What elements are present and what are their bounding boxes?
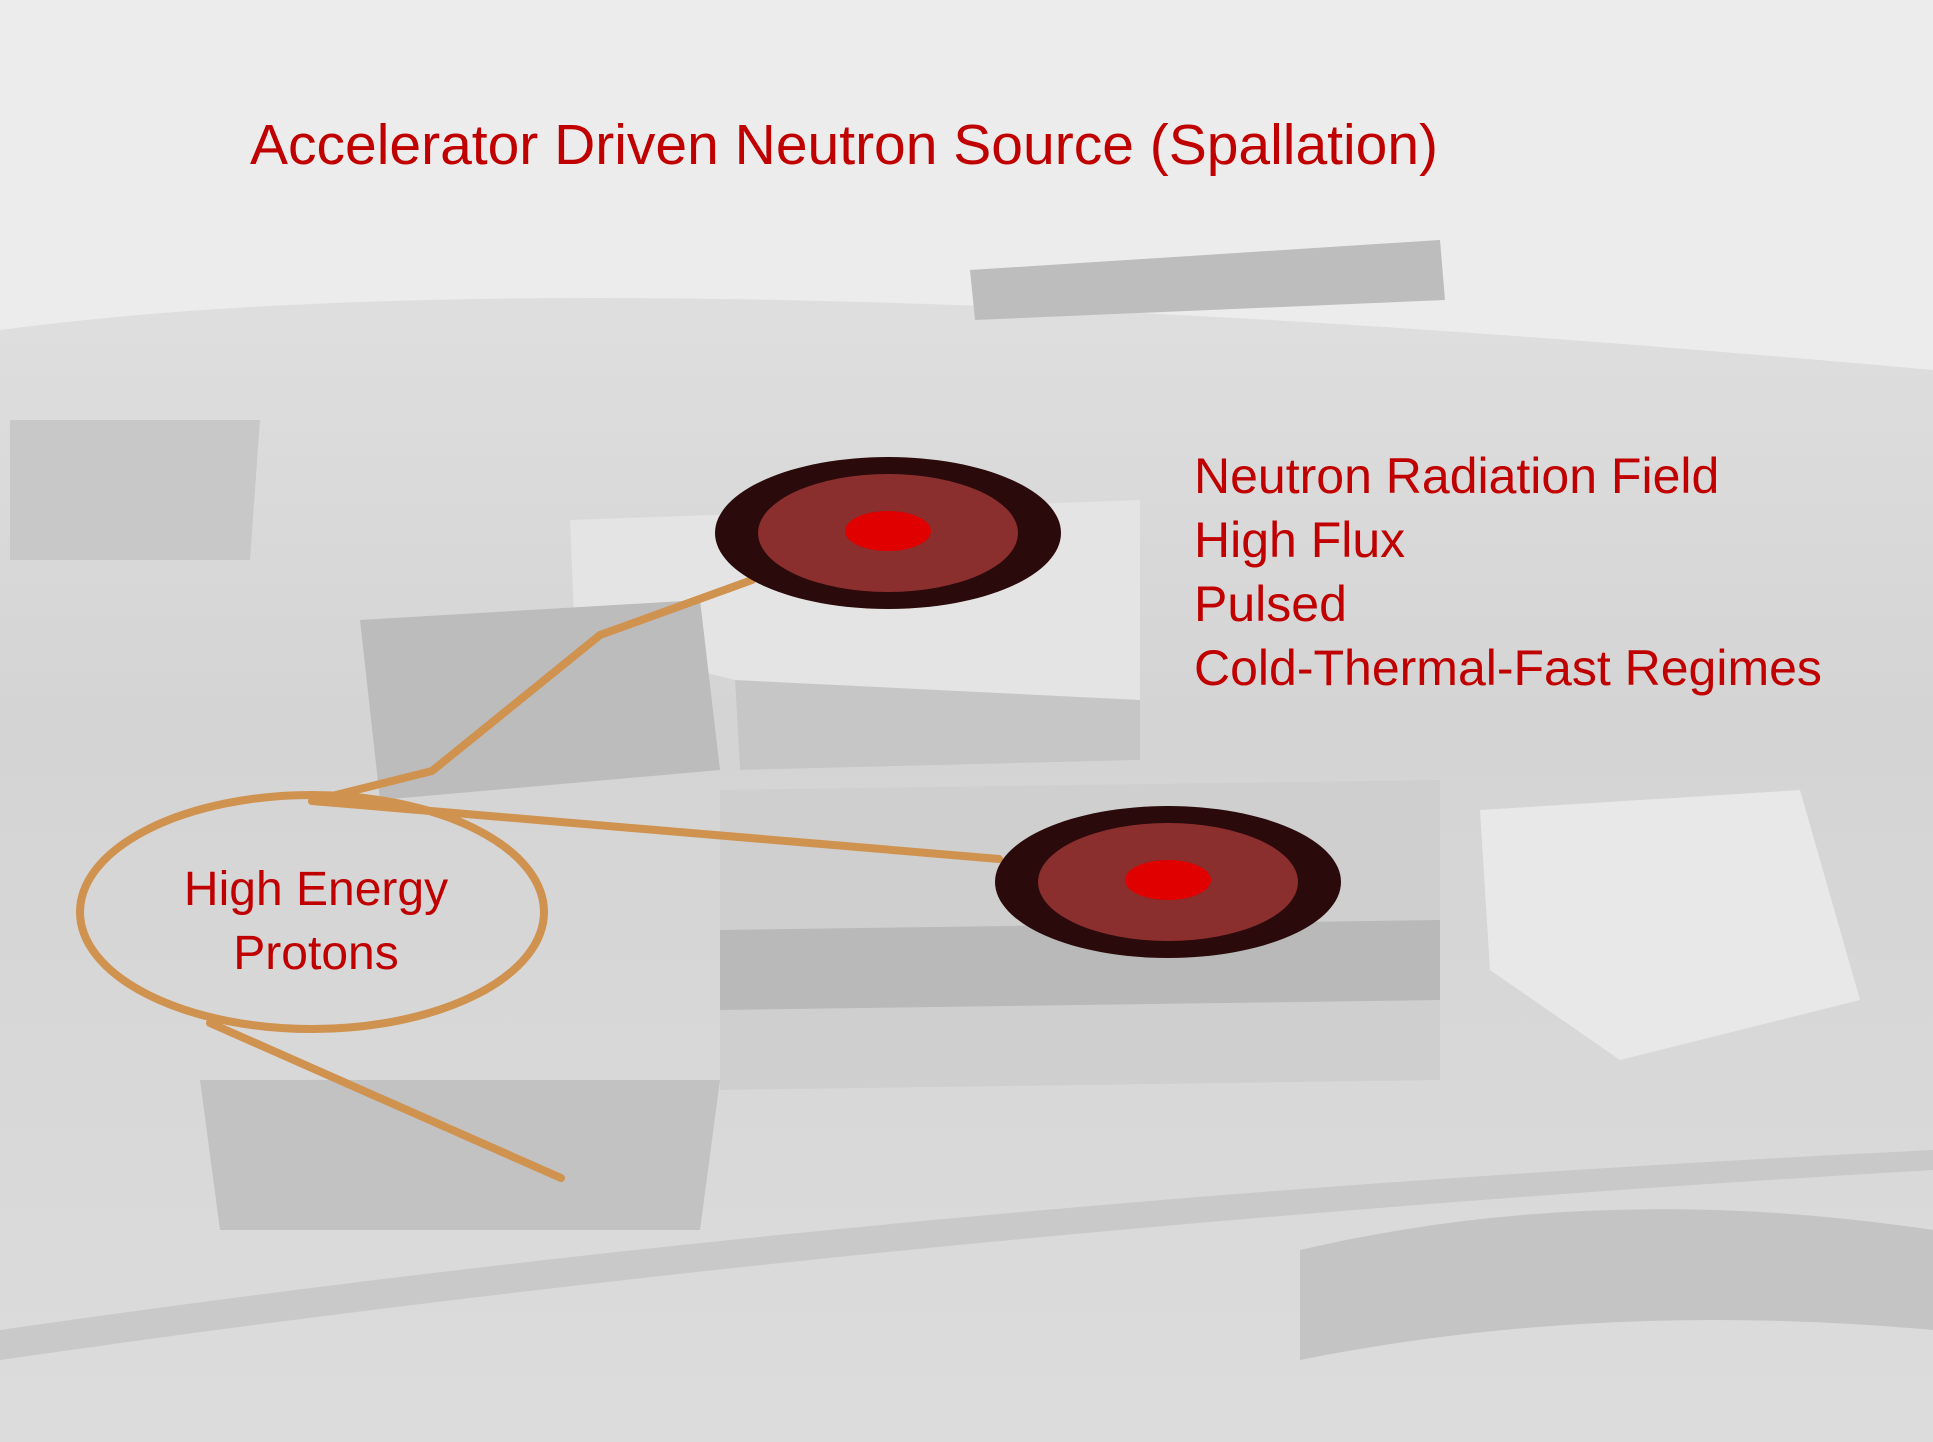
proton-source: [76, 791, 548, 1033]
field-label: Neutron Radiation Field: [1194, 448, 1719, 504]
source-label-line: Protons: [233, 927, 398, 980]
source-label: High Energy Protons: [184, 863, 448, 980]
title: Accelerator Driven Neutron Source (Spall…: [250, 113, 1438, 177]
target: [715, 457, 1061, 609]
field-label: High Flux: [1194, 512, 1405, 568]
field-labels: Neutron Radiation Field High Flux Pulsed…: [1194, 448, 1822, 696]
source-label-line: High Energy: [184, 863, 448, 916]
field-label: Pulsed: [1194, 576, 1347, 632]
beam-line: [308, 576, 756, 805]
field-label: Cold-Thermal-Fast Regimes: [1194, 640, 1822, 696]
target: [995, 806, 1341, 958]
beam-lines: [76, 576, 1003, 1182]
beam-line: [206, 1019, 565, 1182]
